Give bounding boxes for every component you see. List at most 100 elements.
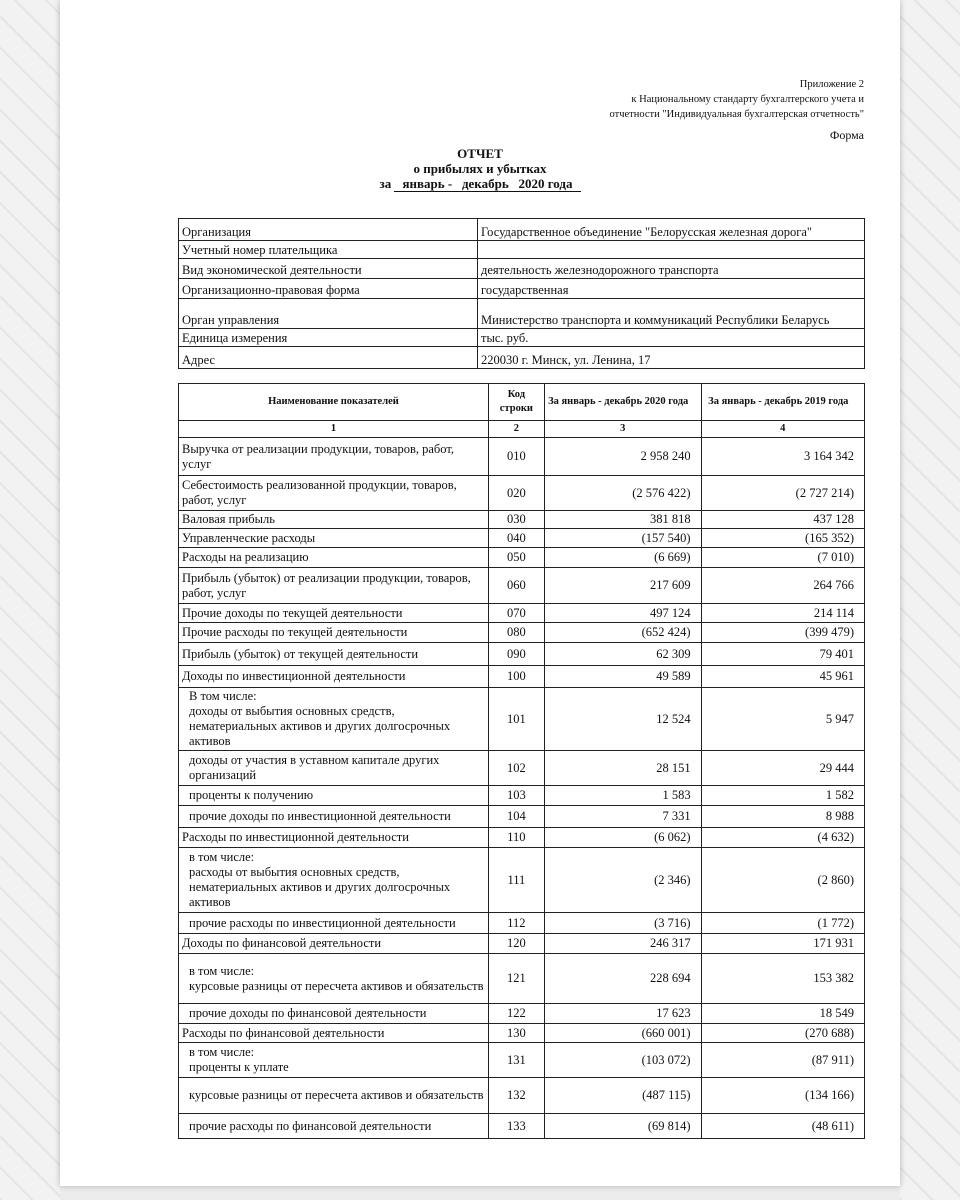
value-2020: 28 151 [543,750,702,786]
value-2020: (69 814) [543,1113,702,1139]
row-name: Расходы по финансовой деятельности [178,1023,489,1043]
value-2020: 1 583 [543,785,702,806]
value-2020: 62 309 [543,642,702,666]
value-2019: (48 611) [700,1113,866,1139]
row-name: прочие доходы по инвестиционной деятельн… [178,805,489,828]
table-row: в том числе: проценты к уплате 131 (103 07… [178,1042,866,1078]
table-row: доходы от участия в уставном капитале др… [178,750,866,786]
info-label: Учетный номер плательщика [178,240,478,259]
row-name: прочие доходы по финансовой деятельности [178,1003,489,1024]
row-name: курсовые разницы от пересчета активов и … [178,1077,489,1114]
value-2019: (1 772) [700,912,866,934]
value-2019: (7 010) [700,547,866,568]
value-2019: 437 128 [700,510,866,529]
row-code: 112 [487,912,545,934]
profit-loss-table: Наименование показателей Код строки За я… [178,383,866,1139]
column-number: 4 [700,420,866,438]
table-row: курсовые разницы от пересчета активов и … [178,1077,866,1114]
row-code: 101 [487,687,545,751]
row-code: 111 [487,847,545,913]
table-row: Выручка от реализации продукции, товаров… [178,437,866,476]
value-2020: 49 589 [543,665,702,688]
info-row: Учетный номер плательщика [178,240,865,259]
row-name: прочие расходы по финансовой деятельност… [178,1113,489,1139]
value-2019: 153 382 [700,953,866,1004]
column-header-code: Код строки [487,383,545,421]
table-row: Прибыль (убыток) от текущей деятельности… [178,642,866,666]
value-2019: 29 444 [700,750,866,786]
table-row: Управленческие расходы 040 (157 540) (165 3… [178,528,866,548]
table-row: Доходы по инвестиционной деятельности 100… [178,665,866,688]
value-2019: (4 632) [700,827,866,848]
annex-line: к Национальному стандарту бухгалтерского… [631,94,864,105]
value-2020: 246 317 [543,933,702,954]
column-number: 3 [543,420,702,438]
info-value: 220030 г. Минск, ул. Ленина, 17 [477,346,865,369]
row-code: 060 [487,567,545,604]
value-2019: (87 911) [700,1042,866,1078]
value-2020: (103 072) [543,1042,702,1078]
value-2019: 5 947 [700,687,866,751]
info-label: Адрес [178,346,478,369]
document-page: Приложение 2 к Национальному стандарту б… [60,0,900,1186]
value-2020: (157 540) [543,528,702,548]
report-title: ОТЧЕТ [457,146,503,161]
annex-line: отчетности "Индивидуальная бухгалтерская… [609,109,865,120]
row-code: 070 [487,603,545,623]
info-label: Организационно-правовая форма [178,278,478,299]
row-code: 104 [487,805,545,828]
row-name: Прочие доходы по текущей деятельности [178,603,489,623]
value-2019: 214 114 [700,603,866,623]
info-value [477,240,865,259]
value-2019: (134 166) [700,1077,866,1114]
value-2019: 45 961 [700,665,866,688]
row-code: 102 [487,750,545,786]
table-row: прочие доходы по инвестиционной деятельн… [178,805,866,828]
annex-note: Приложение 2 к Национальному стандарту б… [610,77,865,122]
info-label: Единица измерения [178,328,478,347]
row-code: 130 [487,1023,545,1043]
column-header-name: Наименование показателей [178,383,489,421]
value-2020: 381 818 [543,510,702,529]
info-row: Организация Государственное объединение "… [178,218,865,241]
row-name: В том числе: доходы от выбытия основных … [178,687,489,751]
row-code: 133 [487,1113,545,1139]
row-name: прочие расходы по инвестиционной деятель… [178,912,489,934]
row-code: 010 [487,437,545,476]
value-2019: 264 766 [700,567,866,604]
row-code: 020 [487,475,545,511]
form-label: Форма [829,128,864,142]
value-2019: 1 582 [700,785,866,806]
table-row: Прочие доходы по текущей деятельности 070… [178,603,866,623]
background-pattern [900,0,960,1200]
row-code: 120 [487,933,545,954]
row-code: 103 [487,785,545,806]
row-code: 080 [487,622,545,643]
info-row: Организационно-правовая форма государстве… [178,278,865,299]
row-name: в том числе: курсовые разницы от пересче… [178,953,489,1004]
table-row: Прибыль (убыток) от реализации продукции… [178,567,866,604]
row-name: доходы от участия в уставном капитале др… [178,750,489,786]
row-name: Управленческие расходы [178,528,489,548]
report-title-block: ОТЧЕТ о прибылях и убытках за январь - д… [60,146,900,192]
value-2020: (652 424) [543,622,702,643]
period-prefix: за [379,176,392,191]
value-2020: 217 609 [543,567,702,604]
value-2019: 79 401 [700,642,866,666]
row-code: 090 [487,642,545,666]
row-name: Расходы по инвестиционной деятельности [178,827,489,848]
value-2020: 12 524 [543,687,702,751]
info-row: Адрес 220030 г. Минск, ул. Ленина, 17 [178,346,865,369]
row-name: Себестоимость реализованной продукции, т… [178,475,489,511]
row-name: Расходы на реализацию [178,547,489,568]
table-row: Расходы по финансовой деятельности 130 (66… [178,1023,866,1043]
report-period: январь - декабрь 2020 года [394,176,581,192]
background-pattern [0,0,60,1200]
info-value: деятельность железнодорожного транспорта [477,258,865,279]
table-row: В том числе: доходы от выбытия основных … [178,687,866,751]
row-name: Доходы по финансовой деятельности [178,933,489,954]
organization-info-table: Организация Государственное объединение "… [178,218,865,369]
row-name: Доходы по инвестиционной деятельности [178,665,489,688]
value-2020: (3 716) [543,912,702,934]
value-2020: 228 694 [543,953,702,1004]
